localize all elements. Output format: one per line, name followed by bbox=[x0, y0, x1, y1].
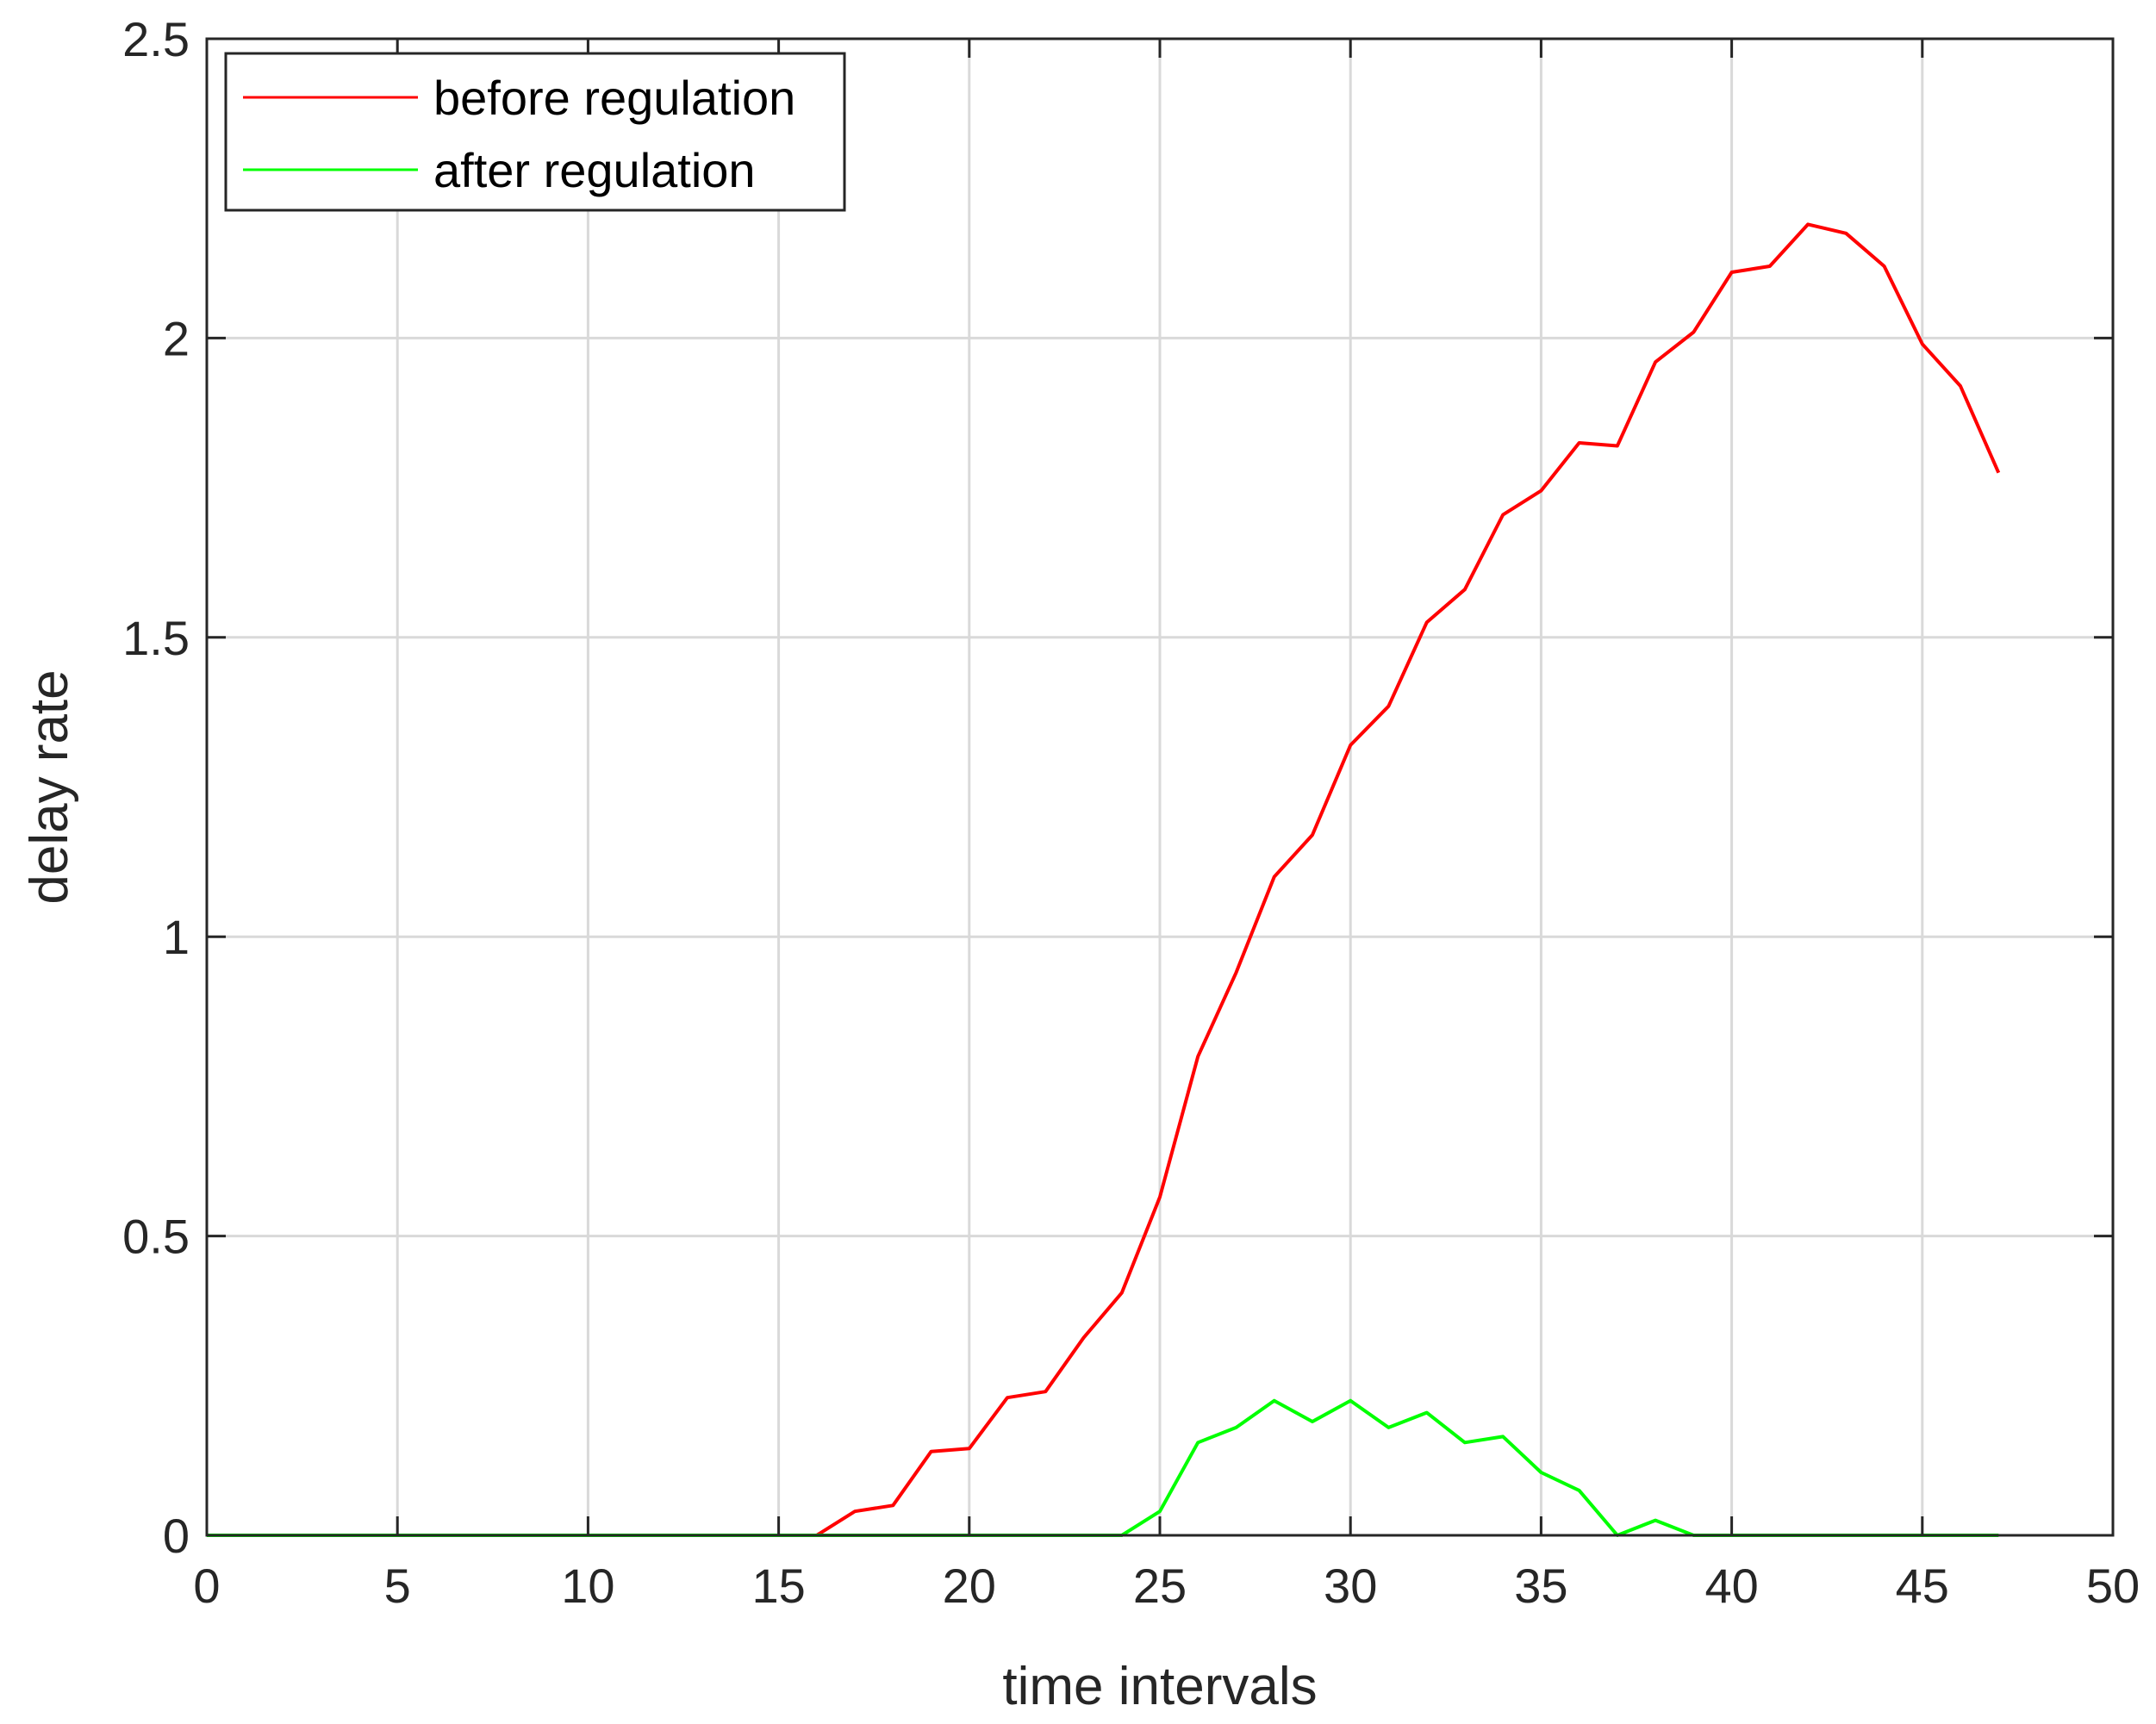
x-tick-label: 50 bbox=[2086, 1559, 2140, 1613]
x-tick-label: 25 bbox=[1133, 1559, 1187, 1613]
x-tick-label: 35 bbox=[1514, 1559, 1567, 1613]
y-axis-label: delay rate bbox=[20, 669, 79, 904]
x-tick-label: 15 bbox=[751, 1559, 805, 1613]
legend-label-before-regulation: before regulation bbox=[433, 71, 795, 125]
x-tick-label: 20 bbox=[943, 1559, 996, 1613]
tick-labels: 0 5 10 15 20 25 30 35 40 45 50 0 0.5 1 1.5 2 2.5 bbox=[122, 12, 2140, 1613]
axis-ticks bbox=[205, 37, 2115, 1537]
x-tick-label: 45 bbox=[1896, 1559, 1949, 1613]
y-tick-label: 2.5 bbox=[122, 12, 190, 66]
x-tick-label: 30 bbox=[1324, 1559, 1377, 1613]
x-axis-label: time intervals bbox=[1002, 1657, 1317, 1716]
legend-label-after-regulation: after regulation bbox=[433, 143, 756, 197]
y-tick-label: 1 bbox=[163, 910, 190, 964]
y-tick-label: 2 bbox=[163, 311, 190, 365]
y-tick-label: 1.5 bbox=[122, 611, 190, 665]
legend: before regulation after regulation bbox=[224, 52, 846, 212]
x-tick-label: 0 bbox=[193, 1559, 220, 1613]
y-tick-label: 0.5 bbox=[122, 1210, 190, 1264]
x-tick-label: 40 bbox=[1704, 1559, 1758, 1613]
y-tick-label: 0 bbox=[163, 1509, 190, 1563]
x-tick-label: 5 bbox=[384, 1559, 411, 1613]
legend-box bbox=[224, 52, 846, 212]
x-tick-label: 10 bbox=[561, 1559, 614, 1613]
